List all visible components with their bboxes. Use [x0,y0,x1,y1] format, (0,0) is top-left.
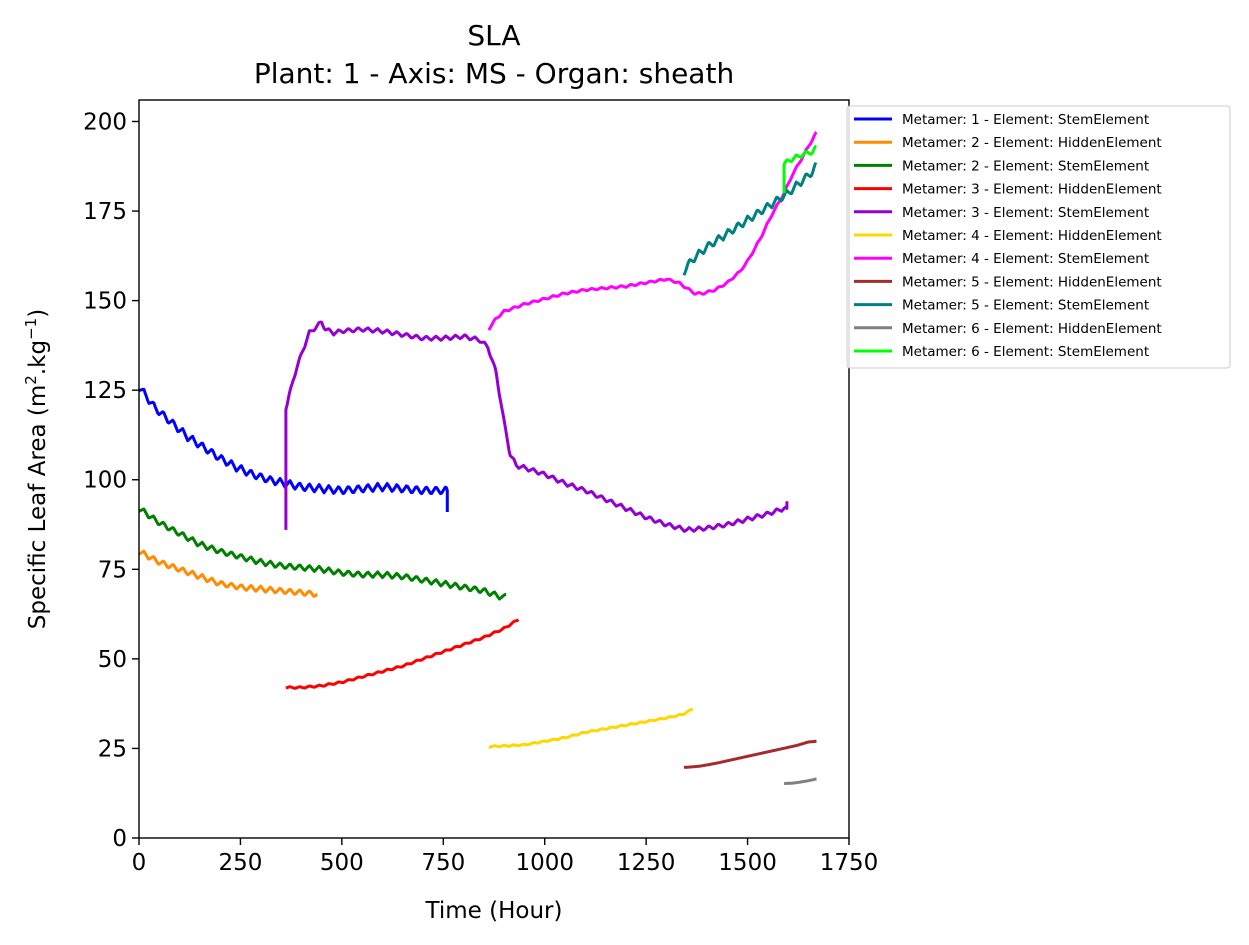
y-tick-label: 125 [83,378,127,404]
x-axis: 0 250 500 750 1000 1250 1500 1750 [132,838,879,876]
y-axis-label-end: ) [25,309,51,318]
legend: Metamer: 1 - Element: StemElement Metamer… [846,105,1231,369]
y-axis: 0 25 50 75 100 125 150 175 200 [83,109,139,852]
x-tick-label: 500 [320,850,364,876]
chart-subtitle: Plant: 1 - Axis: MS - Organ: sheath [254,57,734,90]
y-axis-label-mid: .kg [25,340,51,375]
chart-title: SLA [467,19,520,52]
series-line-8 [683,739,817,769]
y-axis-label-sup1: 2 [22,375,40,385]
y-tick-label: 0 [112,826,127,852]
y-tick-label: 50 [98,647,127,673]
legend-label: Metamer: 6 - Element: HiddenElement [902,321,1162,337]
y-tick-label: 75 [98,557,127,583]
x-tick-label: 1000 [515,850,574,876]
series-line-9 [682,162,818,276]
legend-frame [846,105,1231,369]
series-line-2 [138,549,318,598]
series-line-3 [138,507,507,601]
legend-label: Metamer: 4 - Element: HiddenElement [902,228,1162,244]
series-line-1 [138,387,449,512]
legend-label: Metamer: 1 - Element: StemElement [902,112,1149,128]
plot-area [138,99,850,839]
y-tick-label: 200 [83,109,127,135]
legend-label: Metamer: 5 - Element: HiddenElement [902,274,1162,290]
series-line-6 [488,707,694,749]
series-line-5 [284,320,789,533]
y-tick-label: 150 [83,289,127,315]
x-tick-label: 1250 [617,850,676,876]
y-axis-label-sup2: −1 [22,318,40,340]
series-line-4 [285,618,520,690]
legend-label: Metamer: 6 - Element: StemElement [902,344,1149,360]
plot-frame [138,99,850,839]
x-tick-label: 250 [218,850,262,876]
y-axis-label: Specific Leaf Area (m2.kg−1) [22,309,51,629]
legend-label: Metamer: 2 - Element: StemElement [902,158,1149,174]
series-line-11 [782,145,817,194]
legend-label: Metamer: 2 - Element: HiddenElement [902,135,1162,151]
legend-label: Metamer: 4 - Element: StemElement [902,251,1149,267]
y-axis-label-main: Specific Leaf Area (m [25,385,51,630]
legend-label: Metamer: 3 - Element: StemElement [902,205,1149,221]
x-tick-label: 0 [132,850,147,876]
y-tick-label: 175 [83,199,127,225]
x-axis-label: Time (Hour) [425,898,563,924]
y-tick-label: 25 [98,736,127,762]
x-tick-label: 1500 [718,850,777,876]
series-line-7 [487,131,818,331]
series-line-10 [783,777,817,785]
legend-label: Metamer: 3 - Element: HiddenElement [902,182,1162,198]
series-layer [138,131,818,785]
x-tick-label: 1750 [820,850,879,876]
legend-label: Metamer: 5 - Element: StemElement [902,298,1149,314]
x-tick-label: 750 [421,850,465,876]
y-tick-label: 100 [83,468,127,494]
